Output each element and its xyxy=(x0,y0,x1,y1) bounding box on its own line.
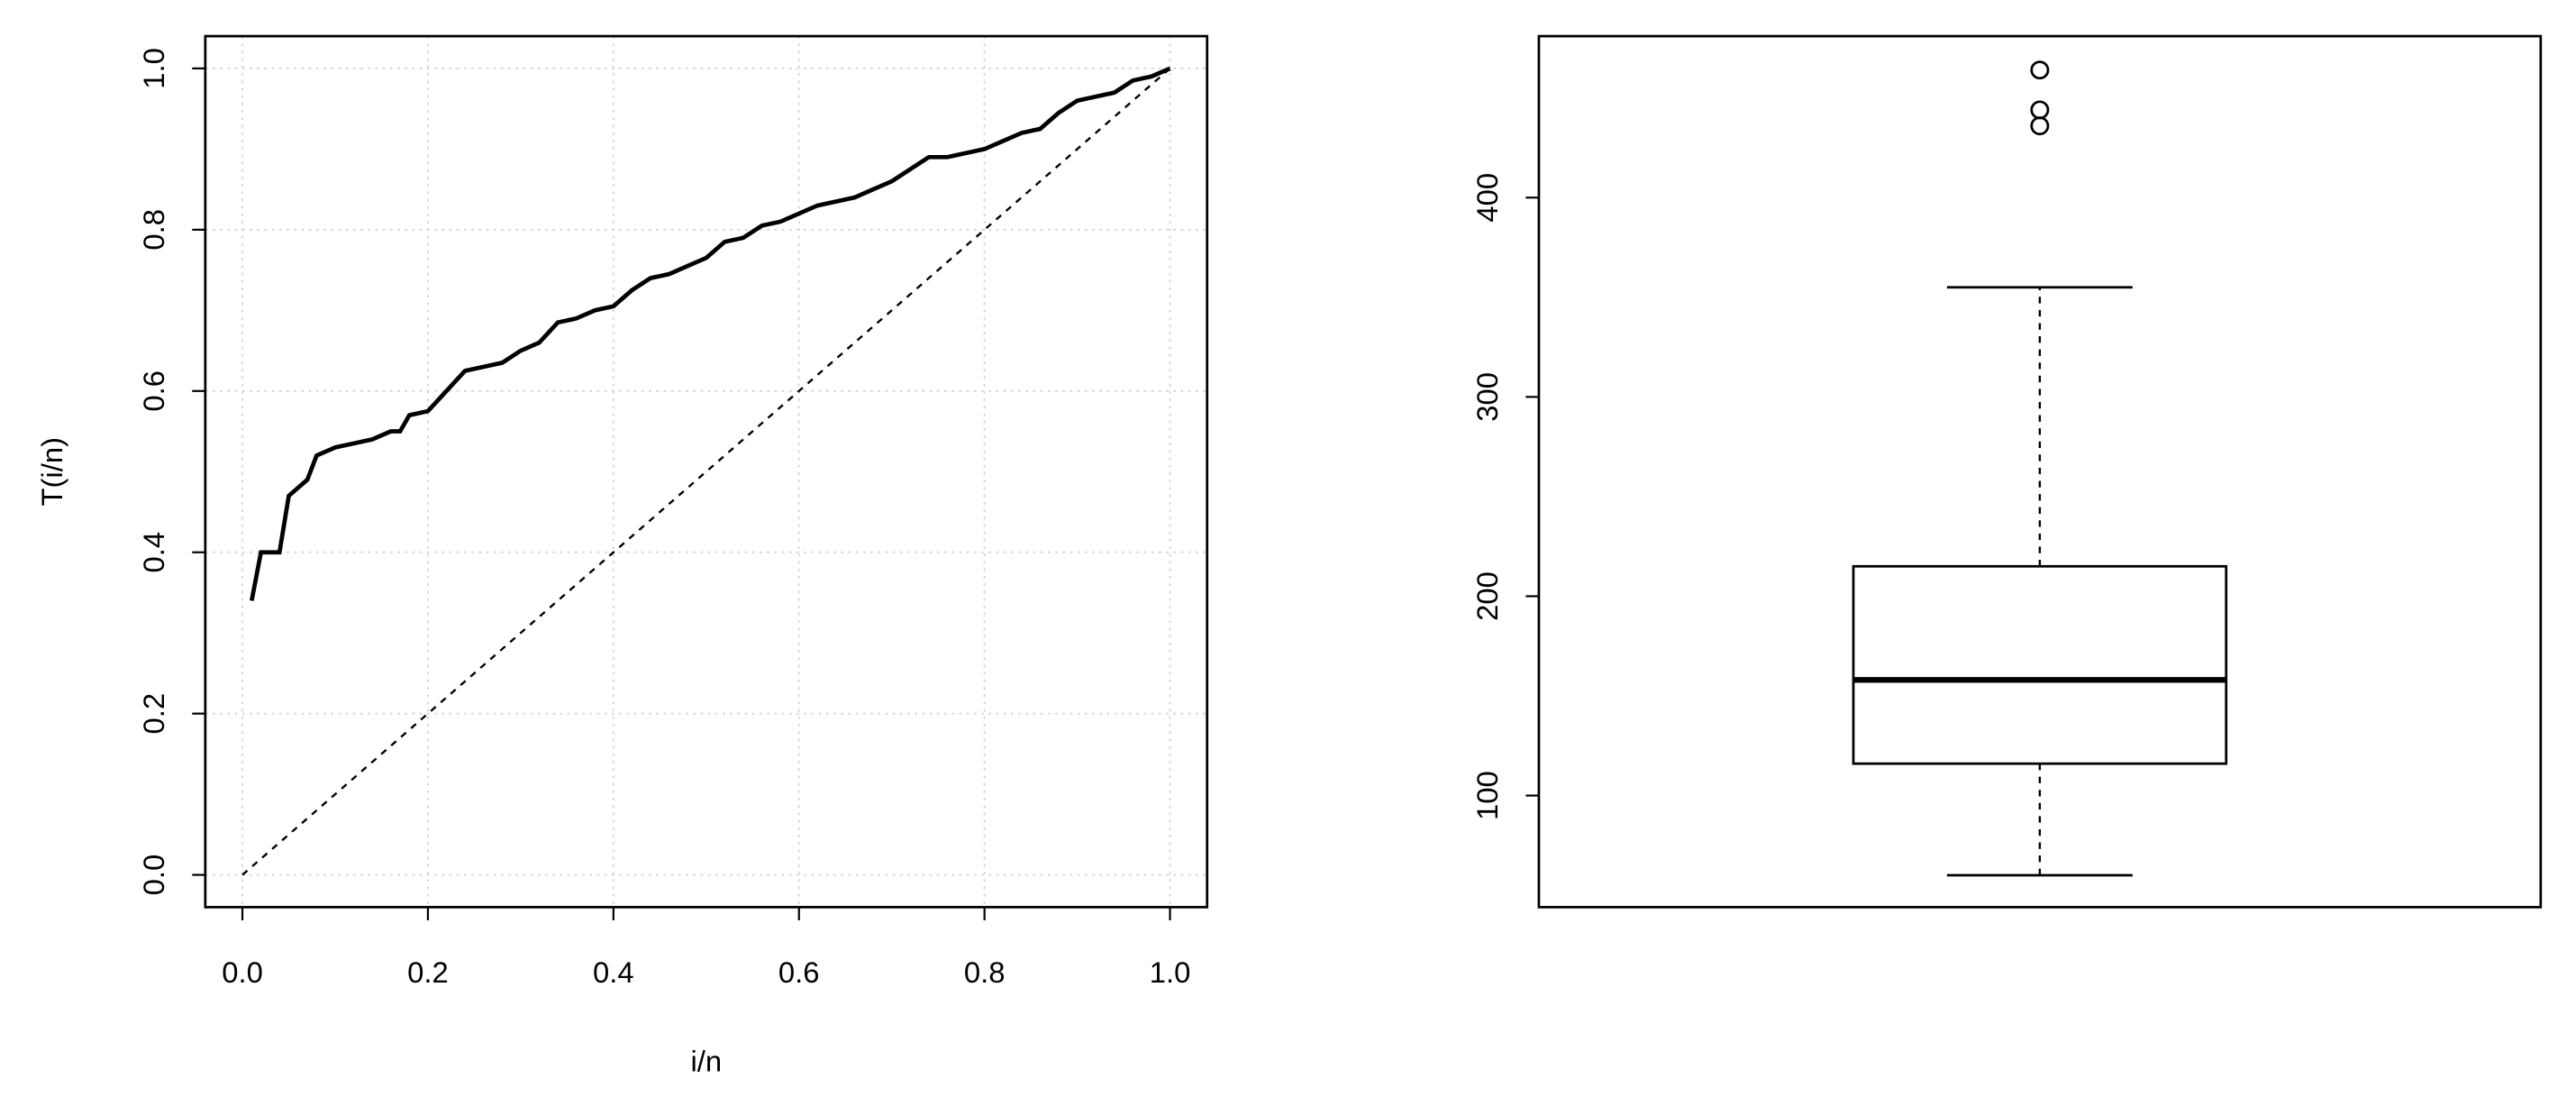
box xyxy=(1852,564,2228,765)
y-axis-label: T(i/n) xyxy=(35,437,68,507)
x-tick-label: 1.0 xyxy=(1150,955,1191,989)
x-axis-label: i/n xyxy=(690,1044,722,1077)
x-tick-label: 0.2 xyxy=(407,955,449,989)
y-tick-label: 100 xyxy=(1470,771,1504,820)
plot-frame xyxy=(204,34,1209,909)
y-tick-label: 0.6 xyxy=(137,370,170,412)
y-tick-label: 0.0 xyxy=(137,855,170,896)
y-tick-label: 0.2 xyxy=(137,693,170,735)
x-tick-label: 0.8 xyxy=(964,955,1006,989)
y-tick-label: 400 xyxy=(1470,173,1504,223)
y-tick-label: 0.4 xyxy=(137,532,170,573)
y-tick-label: 200 xyxy=(1470,571,1504,621)
y-tick-label: 300 xyxy=(1470,372,1504,422)
outlier xyxy=(2030,116,2050,136)
plot-frame xyxy=(1537,34,2543,909)
outlier xyxy=(2030,60,2050,80)
x-tick-label: 0.4 xyxy=(593,955,634,989)
y-tick-label: 0.8 xyxy=(137,209,170,251)
data-line xyxy=(249,66,1171,601)
x-tick-label: 0.0 xyxy=(222,955,263,989)
x-tick-label: 0.6 xyxy=(778,955,820,989)
y-tick-label: 1.0 xyxy=(137,48,170,89)
